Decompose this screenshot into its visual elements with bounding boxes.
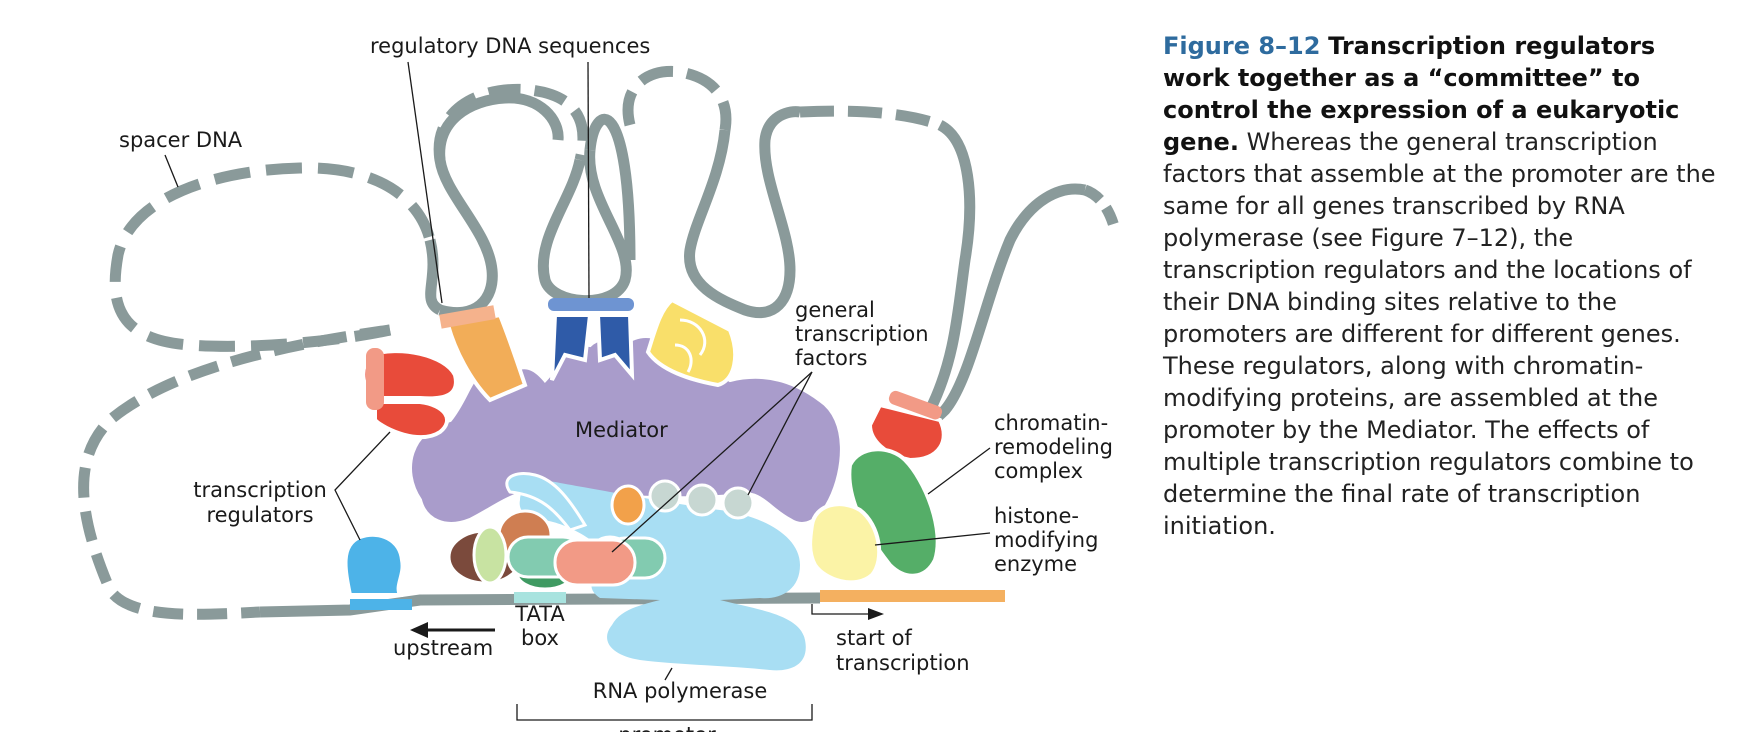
dna-loop-right <box>917 120 1087 432</box>
dna-loop-right-dashed <box>799 105 942 131</box>
leader-regulatory-dna-2 <box>587 61 590 299</box>
regulator-red-right-site <box>888 390 943 420</box>
spacer-dna-lower-dashed <box>78 324 391 620</box>
label-chromatin-line-3: complex <box>994 459 1083 483</box>
label-histone-line-1: histone- <box>994 504 1079 528</box>
regulator-orange-site <box>439 305 496 329</box>
regulator-blue-right <box>595 313 635 381</box>
label-rna-polymerase: RNA polymerase <box>593 679 768 703</box>
regulator-blue-left <box>550 313 593 381</box>
leader-spacer-dna <box>164 154 179 188</box>
regulator-red-left-site <box>366 348 384 410</box>
histone-modifying-enzyme <box>808 502 882 585</box>
regulator-yellow-inner <box>674 318 707 373</box>
regulator-red-left <box>361 349 458 401</box>
leader-chromatin-remodeling <box>927 447 991 495</box>
gtf-grey-1 <box>648 479 682 513</box>
rna-polymerase-arm <box>505 472 588 532</box>
dna-loop-top-dashed <box>433 83 589 162</box>
regulator-yellow <box>645 297 738 388</box>
gtf-green-light <box>472 525 508 585</box>
arrows <box>410 608 884 638</box>
promoter-dna <box>259 590 1005 618</box>
label-tata-line-2: box <box>521 626 559 650</box>
label-regulatory-dna: regulatory DNA sequences <box>370 34 650 58</box>
leader-rna-polymerase <box>664 667 673 681</box>
label-chromatin-line-2: remodeling <box>994 435 1113 459</box>
label-gtf-line-3: factors <box>795 346 867 370</box>
text-labels: regulatory DNA sequences spacer DNA gene… <box>119 34 1113 732</box>
regulator-binding-site-blue <box>350 599 412 610</box>
label-chromatin-line-1: chromatin- <box>994 411 1108 435</box>
dna-loops <box>78 65 1121 620</box>
dna-loop-orange <box>434 92 564 319</box>
dna-loop-yellow-top-dashed <box>622 65 732 131</box>
regulator-red-right <box>867 402 946 463</box>
dna-loop-blue-right <box>584 113 636 261</box>
label-start-line-1: start of <box>836 626 912 650</box>
regulator-orange <box>445 312 528 403</box>
rna-polymerase-body <box>519 481 806 671</box>
gtf-grey-3 <box>721 486 755 520</box>
upstream-arrowhead <box>410 622 428 638</box>
label-histone-line-2: modifying <box>994 528 1098 552</box>
start-of-transcription-bracket <box>811 604 870 615</box>
gtf-salmon <box>553 538 637 587</box>
dna-loop-yellow <box>684 106 802 319</box>
leader-transcription-regulators <box>334 431 391 541</box>
label-mediator: Mediator <box>575 418 668 442</box>
label-upstream: upstream <box>393 636 493 660</box>
caption-figure-number: Figure 8–12 <box>1163 32 1321 60</box>
dna-loop-blue <box>537 149 632 307</box>
label-gtf-line-2: transcription <box>795 322 929 346</box>
coding-region <box>820 590 1005 602</box>
leader-lines <box>164 61 991 721</box>
spacer-dna-loop-left-tail <box>424 238 444 315</box>
figure-caption: Figure 8–12 Transcription regulators wor… <box>1163 30 1723 542</box>
dna-tail-dashed <box>1082 184 1121 232</box>
label-promoter: promoter <box>618 723 716 732</box>
leader-histone-modifying <box>874 532 991 546</box>
label-tata-line-1: TATA <box>514 602 565 626</box>
label-regulators-line-1: transcription <box>193 478 327 502</box>
spacer-dna-loop-left <box>109 162 436 352</box>
transcription-regulators <box>343 297 946 597</box>
label-histone-line-3: enzyme <box>994 552 1077 576</box>
label-regulators-line-2: regulators <box>206 503 313 527</box>
tata-box-site <box>514 592 566 603</box>
leader-regulatory-dna-1 <box>407 61 443 304</box>
promoter-bracket <box>516 704 813 721</box>
leader-gtf-2 <box>747 371 813 496</box>
rna-polymerase <box>505 472 806 671</box>
label-start-line-2: transcription <box>836 651 970 675</box>
caption-title: Transcription regulators work together a… <box>1163 32 1680 156</box>
caption-body: Whereas the general transcription factor… <box>1163 128 1716 540</box>
leader-gtf-1 <box>611 371 813 553</box>
regulator-blue-upstream <box>343 532 405 597</box>
gtf-orange-small <box>610 484 646 526</box>
label-spacer-dna: spacer DNA <box>119 128 243 152</box>
label-gtf-line-1: general <box>795 298 875 322</box>
regulator-blue-site <box>548 298 634 311</box>
general-transcription-factors <box>447 479 755 591</box>
gtf-grey-2 <box>685 483 719 517</box>
start-arrowhead <box>868 608 884 620</box>
regulator-red-left-lower <box>373 400 449 439</box>
